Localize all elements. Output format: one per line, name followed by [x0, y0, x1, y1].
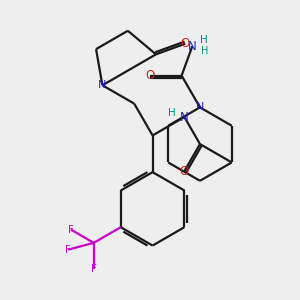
- Text: F: F: [91, 264, 97, 274]
- Text: H: H: [200, 35, 207, 45]
- Text: H: H: [201, 46, 208, 56]
- Text: N: N: [180, 111, 189, 124]
- Text: F: F: [65, 244, 71, 255]
- Text: N: N: [98, 80, 106, 90]
- Text: N: N: [196, 102, 204, 112]
- Text: F: F: [68, 225, 74, 235]
- Text: O: O: [181, 37, 190, 50]
- Text: N: N: [188, 40, 197, 53]
- Text: O: O: [180, 165, 189, 178]
- Text: H: H: [168, 108, 176, 118]
- Text: O: O: [146, 69, 155, 82]
